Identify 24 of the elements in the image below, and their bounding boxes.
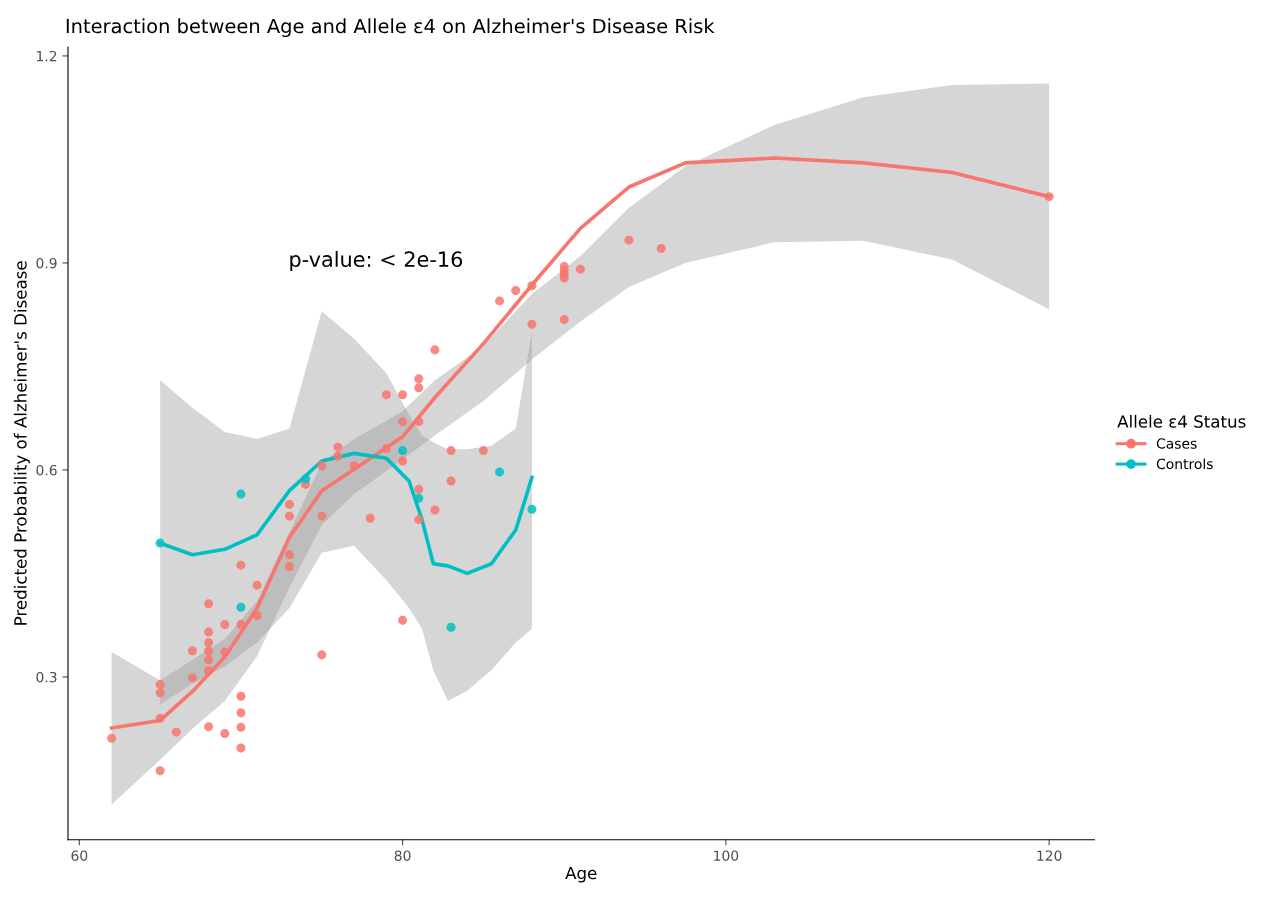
point — [446, 622, 456, 632]
point — [527, 504, 537, 514]
x-tick-label: 80 — [394, 850, 411, 861]
point — [398, 446, 408, 456]
point — [155, 538, 165, 548]
chart-title: Interaction between Age and Allele ε4 on Alzheimer's Disease Risk — [66, 18, 715, 38]
y-tick-label: 0.3 — [36, 671, 57, 683]
x-tick-label: 120 — [1037, 850, 1062, 861]
point — [236, 489, 246, 499]
point — [301, 474, 311, 484]
point — [414, 493, 424, 503]
point — [495, 467, 505, 477]
y-tick-label: 0.6 — [36, 464, 57, 476]
x-tick-label: 60 — [71, 850, 88, 861]
legend-label: Cases — [1156, 438, 1197, 449]
point — [236, 602, 246, 612]
legend-title: Allele ε4 Status — [1117, 414, 1246, 428]
y-tick-label: 1.2 — [37, 50, 57, 62]
y-tick-label: 0.9 — [36, 257, 57, 269]
x-axis-title: Age — [565, 866, 597, 883]
annotation: p-value: < 2e-16 — [290, 250, 463, 272]
legend-label: Controls — [1156, 458, 1213, 470]
x-tick-label: 100 — [714, 850, 739, 861]
y-axis-title: Predicted Probability of Alzheimer's Disease — [13, 261, 30, 625]
